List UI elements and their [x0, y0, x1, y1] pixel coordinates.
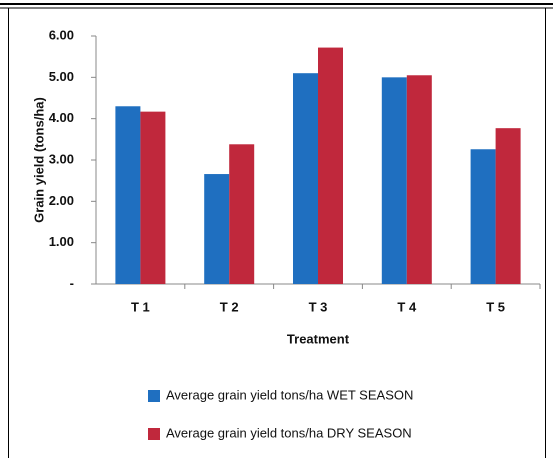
legend-swatch [148, 428, 160, 440]
x-tick-label: T 4 [397, 299, 417, 314]
legend-label: Average grain yield tons/ha DRY SEASON [166, 425, 412, 440]
x-tick-label: T 2 [220, 299, 239, 314]
y-tick-label: - [70, 275, 74, 290]
bar [406, 75, 432, 285]
bar [470, 149, 496, 284]
x-tick-label: T 1 [131, 299, 150, 314]
y-tick-label: 1.00 [49, 234, 74, 249]
y-axis-title: Grain yield (tons/ha) [31, 97, 46, 223]
bar [293, 73, 318, 284]
legend-swatch [148, 390, 160, 402]
legend-label: Average grain yield tons/ha WET SEASON [166, 387, 413, 402]
y-tick-label: 6.00 [49, 27, 74, 42]
bar [495, 128, 521, 284]
x-tick-label: T 5 [486, 299, 505, 314]
x-axis-title: Treatment [287, 331, 350, 346]
y-tick-label: 3.00 [49, 151, 74, 166]
bar [204, 174, 230, 284]
bar [229, 144, 255, 284]
bar [318, 47, 343, 284]
y-tick-label: 5.00 [49, 69, 74, 84]
x-tick-label: T 3 [309, 299, 328, 314]
y-tick-label: 4.00 [49, 110, 74, 125]
y-tick-label: 2.00 [49, 193, 74, 208]
bar [140, 111, 166, 284]
bar [381, 77, 407, 284]
bar [115, 106, 141, 285]
